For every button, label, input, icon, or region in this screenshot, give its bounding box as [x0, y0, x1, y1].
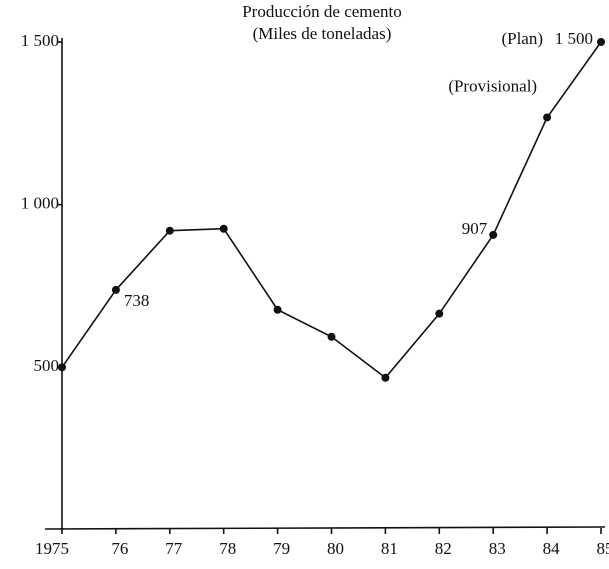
chart-subtitle: (Miles de toneladas) [253, 24, 392, 43]
point [219, 224, 228, 233]
x-tick-label: 79 [273, 539, 290, 558]
point [111, 285, 120, 294]
x-tick-label: 82 [435, 539, 452, 558]
chart-title: Producción de cemento [242, 2, 402, 21]
point [327, 332, 336, 341]
data-label: 907 [462, 219, 488, 238]
x-tick-label: 83 [489, 539, 506, 558]
point [58, 363, 66, 372]
x-tick-label: 84 [543, 539, 561, 558]
y-tick-label: 500 [34, 356, 60, 375]
x-tick-label: 1975 [35, 539, 69, 558]
point-note: (Plan) [501, 29, 543, 48]
point [165, 226, 174, 235]
x-axis [44, 526, 606, 530]
x-tick-label: 81 [381, 539, 398, 558]
data-label: 738 [124, 291, 149, 310]
x-tick-label: 85 [597, 539, 609, 558]
x-tick-label: 77 [165, 539, 183, 558]
y-tick-label: 1 500 [21, 31, 59, 50]
x-tick-label: 76 [111, 539, 128, 558]
point [543, 113, 552, 122]
data-label: 1 500 [555, 29, 593, 48]
x-tick-label: 80 [327, 539, 344, 558]
point [273, 305, 282, 314]
point-note: (Provisional) [448, 76, 537, 95]
x-tick-label: 78 [219, 539, 236, 558]
point [381, 373, 390, 382]
point [597, 38, 605, 46]
y-tick-label: 1 000 [21, 194, 59, 213]
point [435, 309, 444, 318]
point [489, 230, 498, 239]
